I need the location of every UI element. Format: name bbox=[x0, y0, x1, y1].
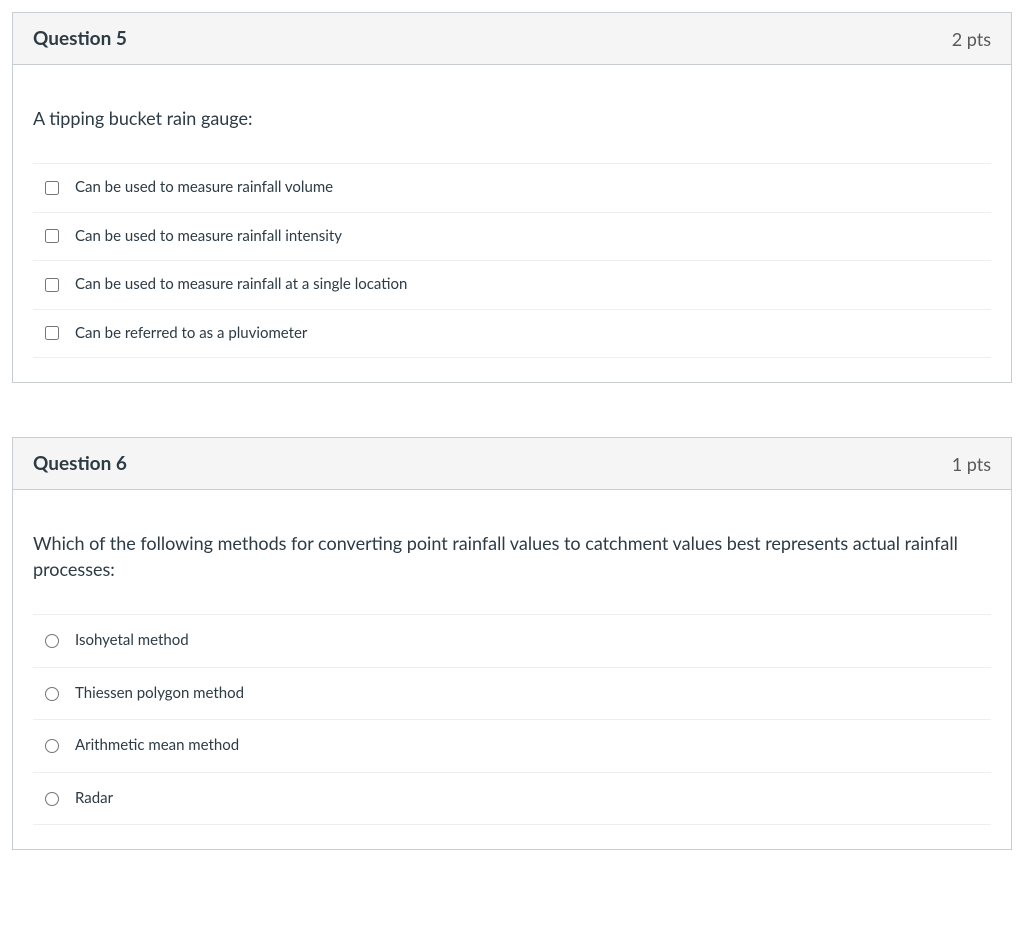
question-title: Question 5 bbox=[33, 27, 127, 50]
question-prompt: Which of the following methods for conve… bbox=[33, 530, 991, 582]
question-header: Question 5 2 pts bbox=[13, 13, 1011, 65]
answer-checkbox[interactable] bbox=[45, 326, 59, 340]
question-card-6: Question 6 1 pts Which of the following … bbox=[12, 437, 1012, 850]
answer-radio[interactable] bbox=[45, 792, 59, 806]
answer-label: Thiessen polygon method bbox=[75, 684, 244, 704]
answer-option[interactable]: Can be referred to as a pluviometer bbox=[33, 309, 991, 359]
answer-list: Can be used to measure rainfall volume C… bbox=[33, 163, 991, 358]
question-body: Which of the following methods for conve… bbox=[13, 490, 1011, 849]
question-prompt: A tipping bucket rain gauge: bbox=[33, 105, 991, 131]
answer-option[interactable]: Radar bbox=[33, 772, 991, 826]
answer-radio[interactable] bbox=[45, 739, 59, 753]
answer-label: Can be used to measure rainfall at a sin… bbox=[75, 275, 407, 295]
answer-checkbox[interactable] bbox=[45, 278, 59, 292]
question-card-5: Question 5 2 pts A tipping bucket rain g… bbox=[12, 12, 1012, 383]
answer-label: Can be referred to as a pluviometer bbox=[75, 324, 307, 344]
answer-checkbox[interactable] bbox=[45, 181, 59, 195]
answer-checkbox[interactable] bbox=[45, 229, 59, 243]
answer-label: Arithmetic mean method bbox=[75, 736, 239, 756]
question-title: Question 6 bbox=[33, 452, 127, 475]
answer-label: Radar bbox=[75, 789, 113, 809]
question-header: Question 6 1 pts bbox=[13, 438, 1011, 490]
question-points: 1 pts bbox=[952, 453, 991, 475]
answer-radio[interactable] bbox=[45, 687, 59, 701]
answer-label: Isohyetal method bbox=[75, 631, 189, 651]
answer-radio[interactable] bbox=[45, 634, 59, 648]
answer-label: Can be used to measure rainfall volume bbox=[75, 178, 333, 198]
question-body: A tipping bucket rain gauge: Can be used… bbox=[13, 65, 1011, 382]
answer-label: Can be used to measure rainfall intensit… bbox=[75, 227, 342, 247]
answer-option[interactable]: Can be used to measure rainfall intensit… bbox=[33, 212, 991, 261]
answer-option[interactable]: Can be used to measure rainfall volume bbox=[33, 163, 991, 212]
answer-list: Isohyetal method Thiessen polygon method… bbox=[33, 614, 991, 825]
answer-option[interactable]: Isohyetal method bbox=[33, 614, 991, 667]
answer-option[interactable]: Thiessen polygon method bbox=[33, 667, 991, 720]
answer-option[interactable]: Arithmetic mean method bbox=[33, 719, 991, 772]
question-points: 2 pts bbox=[952, 28, 991, 50]
answer-option[interactable]: Can be used to measure rainfall at a sin… bbox=[33, 260, 991, 309]
